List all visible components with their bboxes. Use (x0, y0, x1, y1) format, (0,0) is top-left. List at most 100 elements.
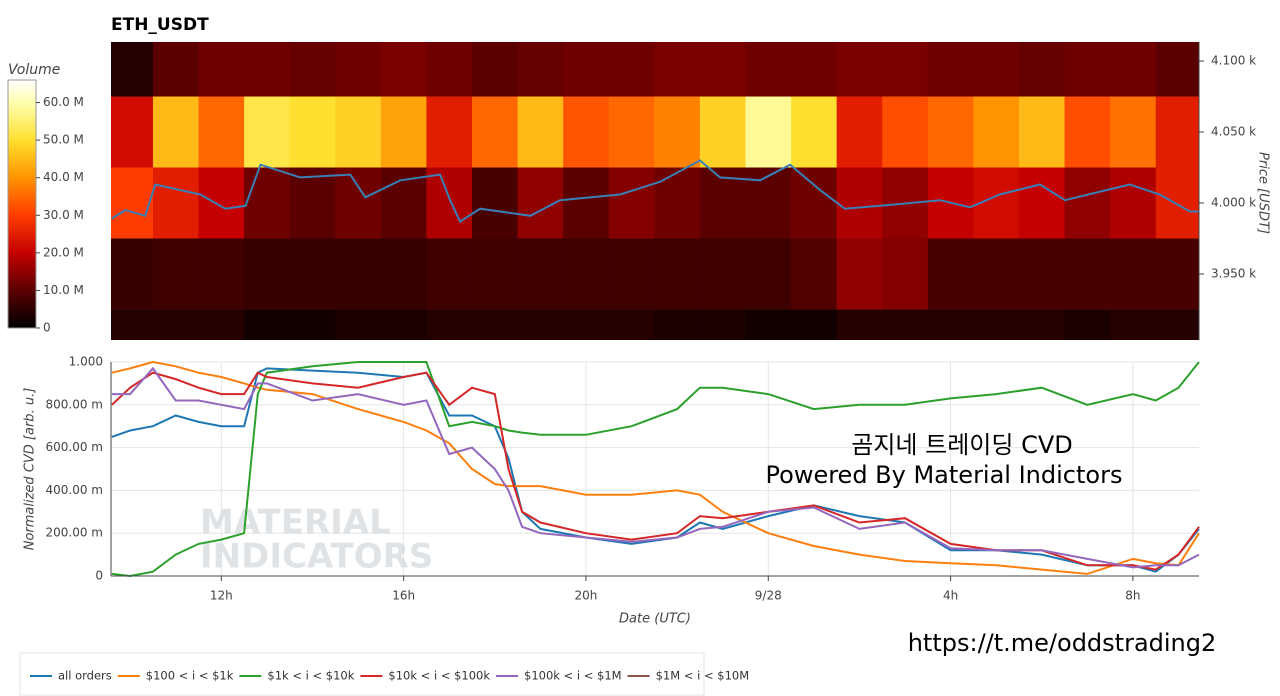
heatmap-cell (1110, 167, 1157, 239)
heatmap-cell (699, 42, 746, 97)
heatmap-cell (244, 42, 291, 97)
heatmap-cell (380, 96, 427, 168)
heatmap-cell (471, 309, 519, 340)
heatmap-cell (563, 309, 610, 340)
heatmap-cell (380, 309, 427, 340)
heatmap-cell (654, 42, 701, 97)
legend-label: all orders (58, 669, 112, 683)
heatmap-cell (836, 96, 883, 168)
heatmap-cell (152, 309, 200, 340)
x-axis-title: Date (UTC) (619, 612, 691, 627)
heatmap-cell (608, 238, 655, 310)
heatmap-cell (563, 42, 610, 97)
x-tick-label: 9/28 (755, 589, 782, 603)
heatmap-cell (1110, 309, 1157, 340)
heatmap-cell (471, 238, 519, 310)
colorbar-tick-label: 50.0 M (43, 133, 84, 147)
heatmap-cell (152, 167, 200, 239)
heatmap-cell (244, 96, 291, 168)
legend-label: $10k < i < $100k (388, 669, 490, 683)
heatmap-cell (471, 96, 519, 168)
heatmap-cell (563, 238, 610, 310)
heatmap-cell (791, 96, 838, 168)
heatmap-cell (1018, 238, 1066, 310)
heatmap-cell (608, 309, 655, 340)
heatmap-cell (882, 238, 929, 310)
heatmap-cell (1155, 167, 1199, 239)
heatmap-cell (836, 238, 883, 310)
heatmap-cell (1110, 238, 1157, 310)
legend-label: $100k < i < $1M (524, 669, 622, 683)
heatmap-cell (745, 309, 792, 340)
heatmap-cell (1155, 42, 1199, 97)
price-line (111, 159, 1199, 223)
heatmap-cell (745, 96, 792, 168)
heatmap-cell (289, 96, 336, 168)
colorbar-tick-label: 10.0 M (43, 283, 84, 297)
heatmap-cell (882, 309, 929, 340)
heatmap-cell (289, 42, 336, 97)
heatmap-cell (380, 42, 427, 97)
colorbar-title: Volume (8, 62, 60, 78)
annotation: Powered By Material Indictors (766, 461, 1123, 489)
heatmap-cell (699, 96, 746, 168)
heatmap-cell (471, 42, 519, 97)
colorbar-tick-label: 40.0 M (43, 170, 84, 184)
colorbar (7, 79, 37, 329)
heatmap-cell (1018, 167, 1066, 239)
heatmap-cell (198, 309, 245, 340)
y-tick-label: 3.950 k (1211, 266, 1256, 280)
heatmap-cell (517, 238, 564, 310)
heatmap-cell (426, 96, 473, 168)
legend-label: $1k < i < $10k (267, 669, 354, 683)
colorbar-tick-label: 30.0 M (43, 208, 84, 222)
x-tick-label: 20h (575, 589, 598, 603)
heatmap-cell (152, 42, 200, 97)
heatmap-cell (882, 96, 929, 168)
heatmap-cell (608, 96, 655, 168)
heatmap-cell (517, 42, 564, 97)
y-tick-label: 800.00 m (46, 397, 104, 411)
heatmap-cell (244, 309, 291, 340)
colorbar-tick-label: 20.0 M (43, 245, 84, 259)
heatmap-cell (426, 238, 473, 310)
heatmap-cell (1064, 42, 1111, 97)
heatmap-cell (1064, 238, 1111, 310)
heatmap-cell (836, 167, 883, 239)
heatmap-cell (289, 238, 336, 310)
heatmap-cell (244, 167, 291, 239)
heatmap-cell (198, 238, 245, 310)
heatmap-cell (745, 238, 792, 310)
heatmap-cell (111, 309, 154, 340)
y-tick-label: 4.000 k (1211, 195, 1256, 209)
y-tick-label: 1.000 (69, 355, 103, 369)
heatmap-cell (198, 167, 245, 239)
y-tick-label: 4.100 k (1211, 54, 1256, 68)
heatmap-cell (654, 309, 701, 340)
heatmap-cell (654, 96, 701, 168)
heatmap-cell (335, 238, 382, 310)
heatmap-cell (654, 238, 701, 310)
heatmap-cell (882, 42, 929, 97)
heatmap-cell (745, 167, 792, 239)
heatmap-cell (289, 309, 336, 340)
heatmap-cell (198, 96, 245, 168)
heatmap-cell (1018, 309, 1066, 340)
y-tick-label: 0 (95, 569, 103, 583)
heatmap-cell (426, 42, 473, 97)
heatmap-cell (1110, 42, 1157, 97)
heatmap-cell (426, 309, 473, 340)
heatmap-cell (654, 167, 701, 239)
heatmap-cell (973, 309, 1020, 340)
colorbar-tick-label: 0 (43, 321, 51, 335)
cvd-line (111, 360, 1200, 575)
heatmap-cell (517, 309, 564, 340)
y-axis-title: Normalized CVD [arb. u.] (23, 388, 38, 551)
cvd-line (111, 361, 1200, 578)
heatmap-cell (1155, 238, 1199, 310)
heatmap-cell (289, 167, 336, 239)
heatmap-cell (608, 42, 655, 97)
x-tick-label: 16h (392, 589, 415, 603)
heatmap-cell (1064, 167, 1111, 239)
